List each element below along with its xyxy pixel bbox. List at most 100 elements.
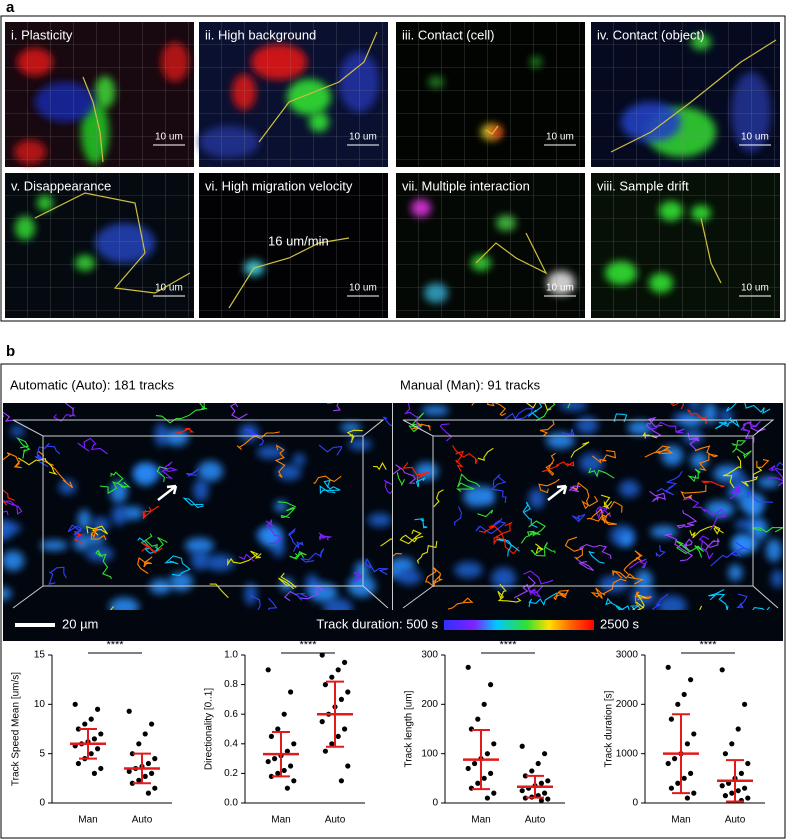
grid [5, 173, 194, 318]
data-point [284, 785, 290, 791]
track [140, 542, 163, 554]
data-point [472, 760, 478, 767]
track [592, 450, 617, 464]
data-point [488, 770, 494, 777]
cell [205, 554, 235, 572]
data-point [688, 770, 694, 777]
data-point [75, 760, 81, 767]
track [99, 471, 127, 495]
data-point [329, 741, 335, 747]
data-point [675, 780, 681, 786]
track [477, 447, 494, 461]
track [590, 578, 627, 599]
data-point [152, 785, 158, 791]
track [497, 583, 522, 603]
data-point [529, 768, 535, 774]
track [577, 544, 612, 560]
track [3, 452, 22, 469]
plots: Track Speed Mean [um/s] 0 5 10 15 Man Auto ****… [11, 639, 765, 826]
data-point [538, 780, 545, 786]
track [535, 543, 544, 554]
significance-label: **** [499, 639, 517, 651]
x-tick-label: Man [671, 815, 690, 826]
data-point [735, 788, 741, 794]
track [403, 403, 423, 431]
track [649, 490, 666, 503]
track [164, 555, 191, 577]
data-point [481, 701, 487, 707]
data-point [72, 701, 78, 707]
track [477, 509, 494, 518]
track [455, 450, 464, 472]
grid [396, 22, 585, 167]
data-point [519, 788, 525, 794]
arrow [547, 484, 568, 501]
y-tick-label: 0 [432, 798, 438, 809]
data-point [688, 677, 694, 683]
data-point [684, 795, 691, 801]
track [156, 466, 168, 483]
track [182, 497, 204, 509]
track [67, 524, 85, 541]
y-tick-label: 0 [39, 798, 45, 809]
track [694, 445, 718, 471]
cell [454, 561, 483, 579]
data-point [522, 773, 529, 779]
cell [619, 480, 640, 498]
colorbar-label: 2500 s [600, 616, 640, 631]
data-point [268, 733, 274, 740]
arrow [157, 484, 178, 501]
track [17, 457, 58, 476]
data-point [668, 785, 675, 791]
data-point [519, 743, 525, 749]
cell [528, 488, 546, 509]
track [714, 417, 740, 430]
track [682, 538, 693, 552]
cell [348, 438, 373, 451]
y-tick-label: 100 [421, 748, 438, 759]
y-tick-label: 5 [39, 748, 45, 759]
track [493, 521, 520, 555]
cell [650, 525, 678, 538]
track [698, 535, 714, 560]
grid [396, 173, 585, 318]
track [186, 468, 200, 477]
data-point [129, 780, 135, 786]
track [3, 500, 23, 516]
cell [395, 569, 422, 585]
track [353, 571, 363, 583]
data-point [265, 667, 271, 673]
data-point [291, 778, 297, 784]
data-point [82, 721, 88, 727]
track [676, 509, 698, 529]
track [250, 594, 278, 610]
data-point [275, 770, 281, 777]
y-tick-label: 200 [421, 699, 438, 710]
data-point [335, 733, 341, 740]
data-point [136, 777, 142, 783]
cell [575, 416, 599, 434]
track [3, 489, 15, 506]
track [736, 593, 748, 609]
cell [154, 422, 168, 447]
data-point [129, 751, 135, 757]
cell [109, 597, 140, 610]
y-tick-label: 0.8 [224, 679, 238, 690]
grid [199, 173, 388, 318]
data-point [672, 756, 678, 762]
track [471, 403, 507, 417]
track [416, 540, 438, 564]
track [402, 462, 429, 480]
track [227, 550, 262, 567]
track [452, 445, 478, 465]
track [710, 541, 751, 567]
data-point [95, 746, 101, 752]
track [541, 461, 575, 473]
track [774, 461, 783, 471]
cell [728, 564, 743, 582]
data-point [675, 701, 681, 707]
cell [133, 462, 158, 486]
tile-label: iii. Contact (cell) [402, 27, 494, 42]
data-point [319, 719, 325, 725]
cell [244, 582, 257, 606]
